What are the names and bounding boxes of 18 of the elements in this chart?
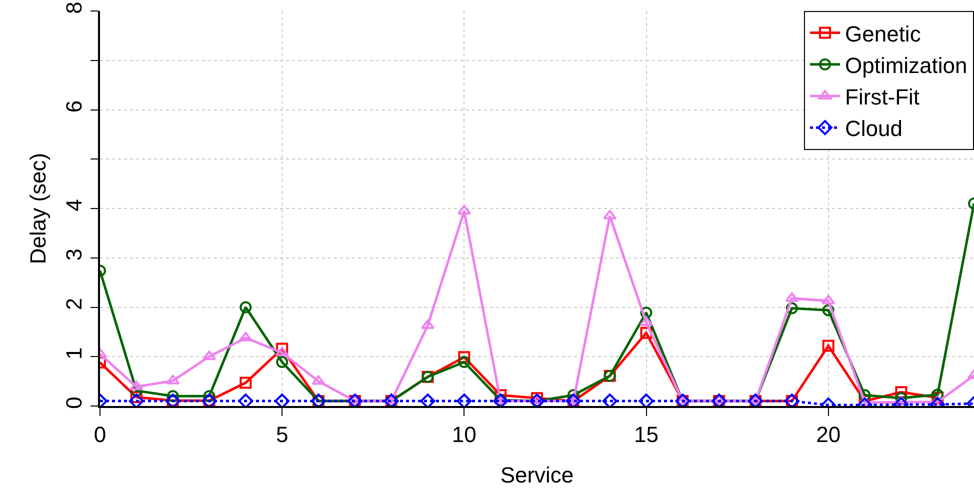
x-tick-label: 15 [634,422,658,448]
x-tick-label: 20 [816,422,841,448]
legend-label: First-Fit [845,84,920,110]
legend-label: Genetic [845,21,921,46]
y-tick-label: 2 [61,298,86,310]
y-axis-title: Delay (sec) [26,152,50,264]
y-tick-label: 8 [61,2,86,14]
y-tick-label: 4 [61,199,86,212]
y-tick-label: 6 [61,100,86,113]
legend-label: Cloud [845,116,902,142]
x-axis-title: Service [500,462,574,488]
x-tick-label: 0 [94,422,106,448]
x-tick-label: 10 [452,422,476,448]
x-tick-label: 5 [276,422,288,448]
y-tick-label: 3 [61,248,86,261]
y-tick-label: 0 [61,396,86,409]
legend-label: Optimization [845,52,968,78]
y-tick-label: 1 [61,347,86,360]
